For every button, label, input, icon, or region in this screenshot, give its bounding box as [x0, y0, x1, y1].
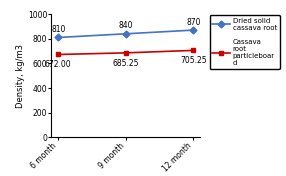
Legend: Dried solid
cassava root, Cassava
root
particleboar
d: Dried solid cassava root, Cassava root p…: [210, 15, 280, 69]
Cassava
root
particleboar
d: [192, 49, 195, 51]
Text: 810: 810: [51, 25, 65, 34]
Y-axis label: Density, kg/m3: Density, kg/m3: [16, 44, 25, 108]
Cassava
root
particleboar
d: [57, 54, 60, 56]
Text: 840: 840: [119, 21, 133, 30]
Cassava
root
particleboar
d: [124, 52, 128, 54]
Dried solid
cassava root: [192, 29, 195, 31]
Line: Dried solid
cassava root: Dried solid cassava root: [56, 28, 196, 40]
Text: 705.25: 705.25: [180, 56, 207, 65]
Text: 672.00: 672.00: [45, 60, 72, 69]
Line: Cassava
root
particleboar
d: Cassava root particleboar d: [56, 48, 196, 57]
Text: 870: 870: [186, 18, 201, 27]
Dried solid
cassava root: [57, 36, 60, 39]
Dried solid
cassava root: [124, 33, 128, 35]
Text: 685.25: 685.25: [113, 59, 139, 68]
